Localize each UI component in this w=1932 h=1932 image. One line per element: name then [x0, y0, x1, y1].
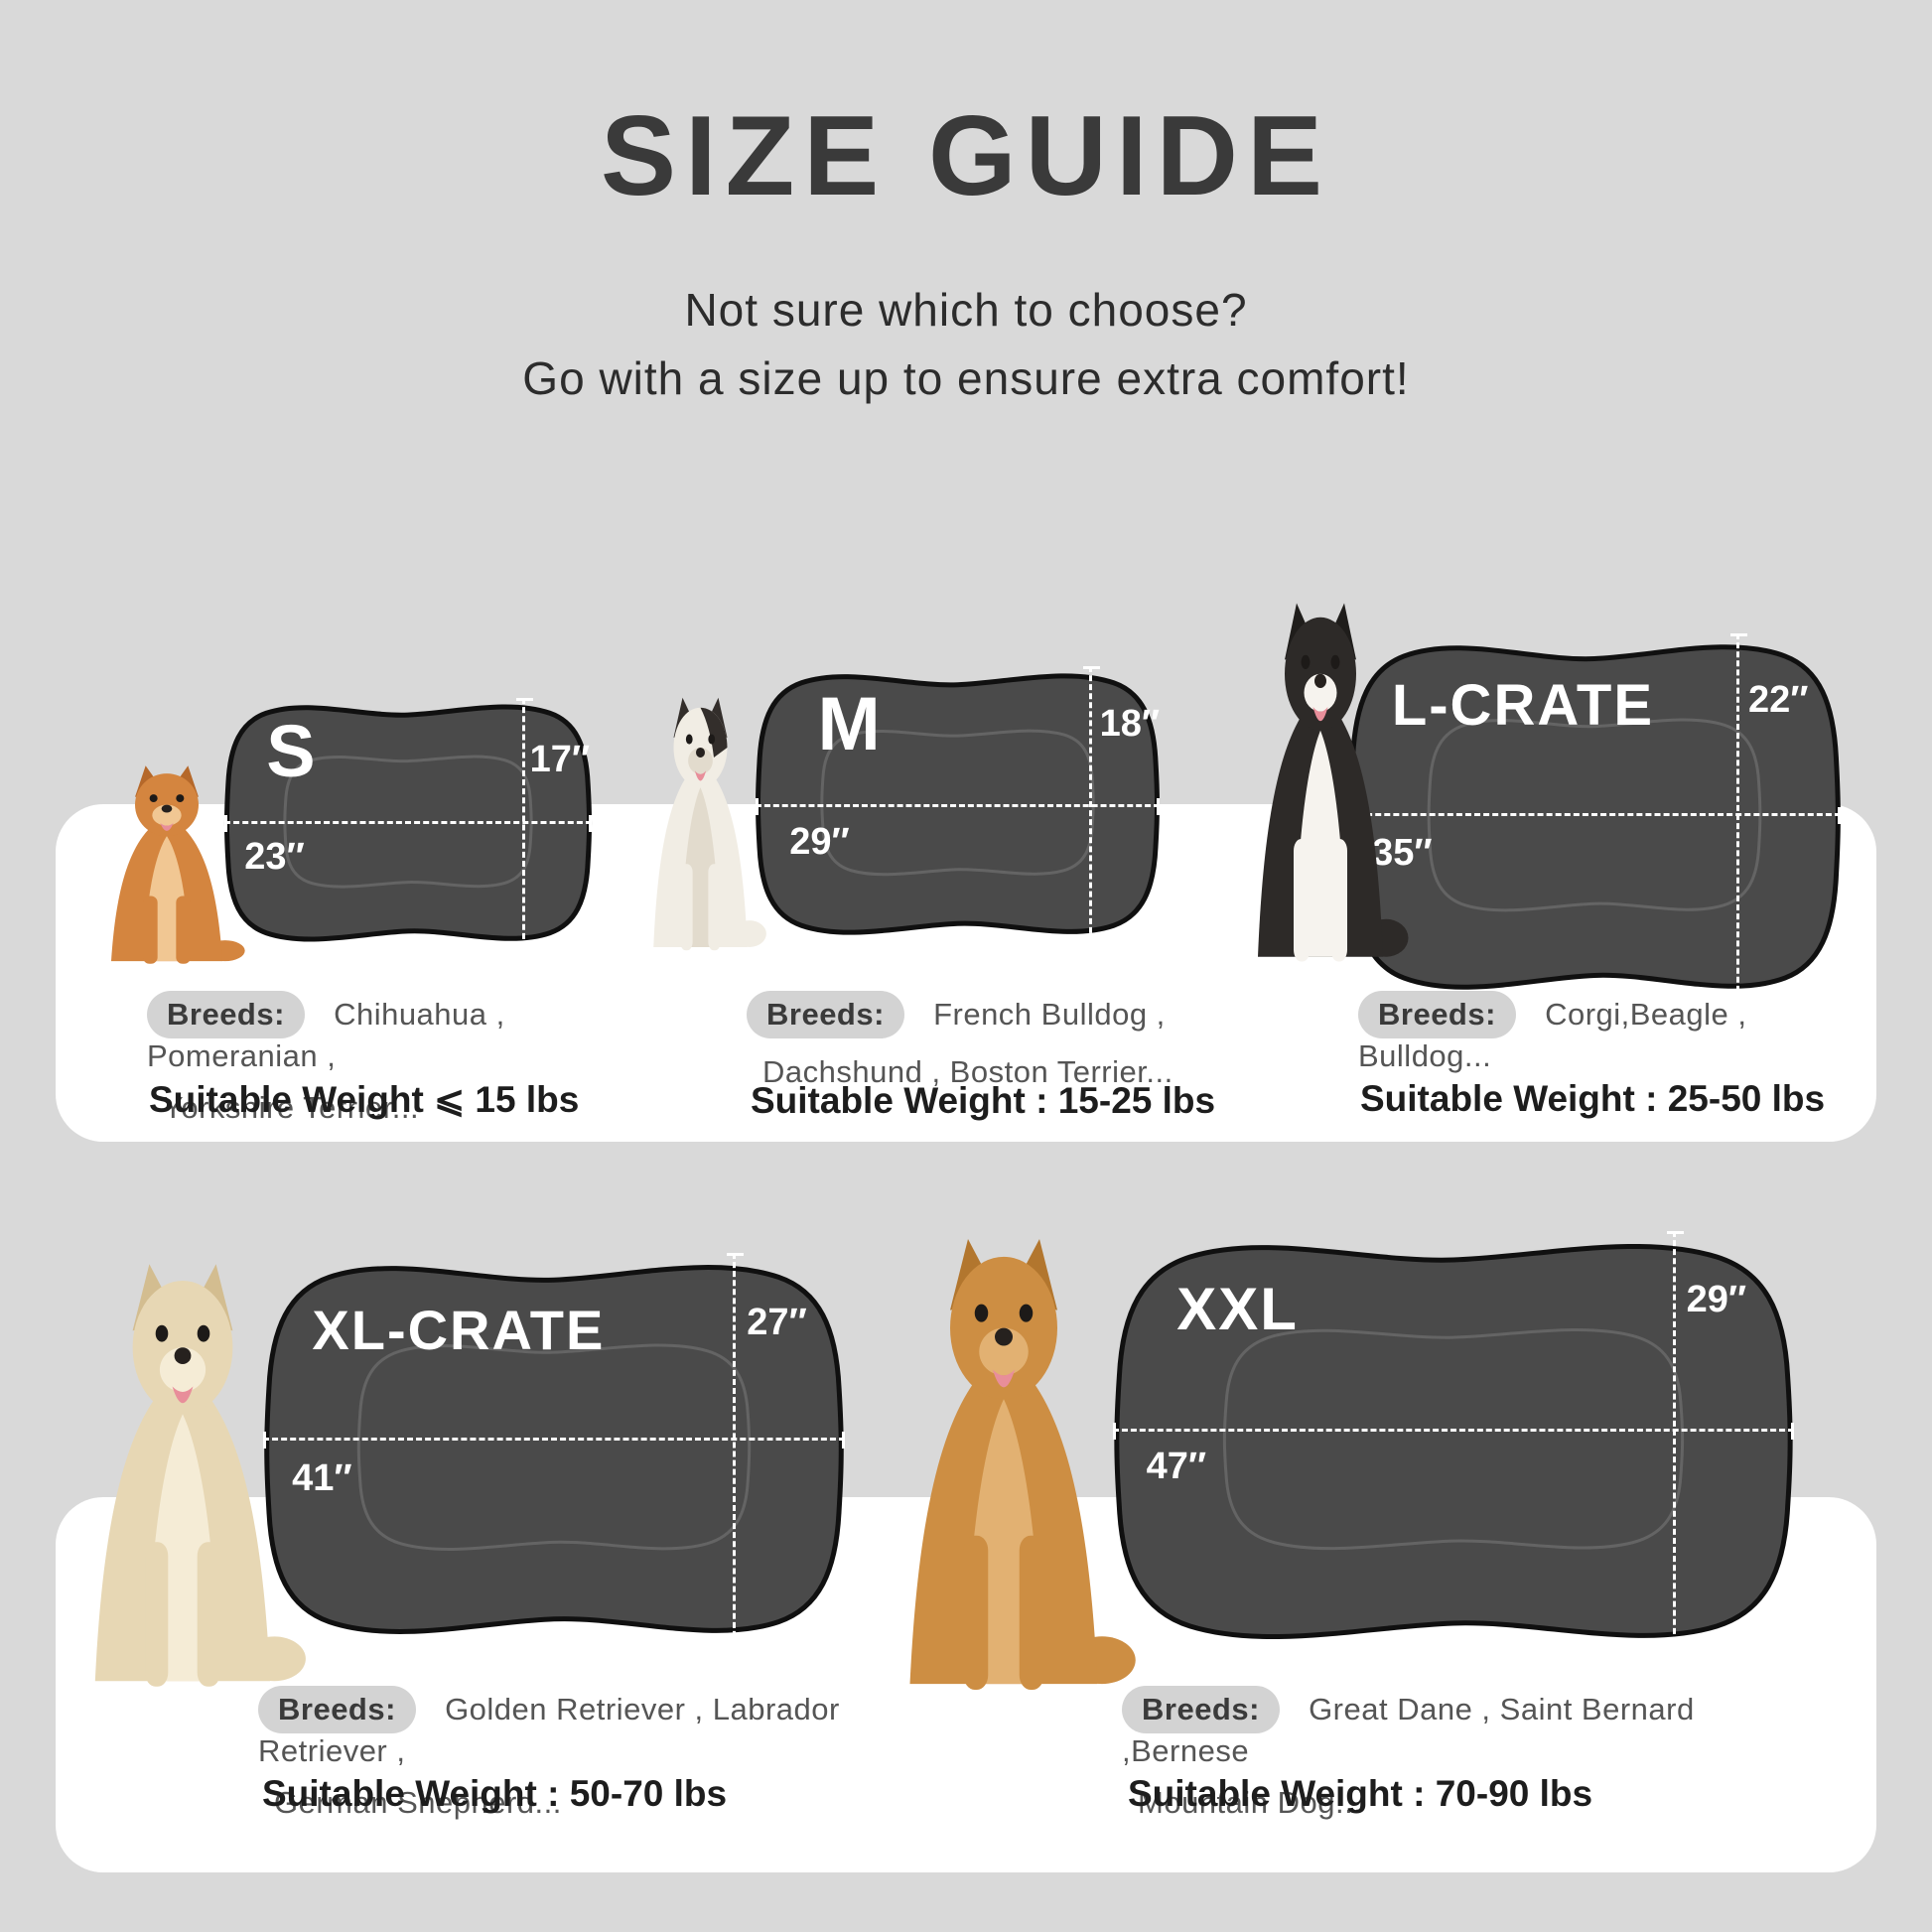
page-subtitle: Not sure which to choose? Go with a size… — [0, 276, 1932, 413]
weight-prefix: Suitable Weight : — [1128, 1773, 1426, 1814]
width-dimension-line — [263, 1432, 845, 1449]
size-label-l-crate: L-CRATE — [1391, 672, 1655, 738]
suitable-weight-xl-crate: Suitable Weight : 50-70 lbs — [262, 1773, 727, 1815]
suitable-weight-m: Suitable Weight : 15-25 lbs — [751, 1080, 1215, 1122]
breeds-info-xl-crate: Breeds: Golden Retriever , Labrador Retr… — [258, 1686, 913, 1821]
width-dimension-line — [1112, 1423, 1795, 1441]
breeds-list-line2: Dachshund , Boston Terrier... — [762, 1054, 1173, 1089]
subtitle-line-2: Go with a size up to ensure extra comfor… — [522, 352, 1410, 404]
weight-value: 25-50 lbs — [1667, 1078, 1826, 1119]
width-value-xl: 41″ — [292, 1456, 352, 1499]
height-value-l: 22″ — [1747, 678, 1809, 721]
bed-shape-xxl — [1116, 1233, 1791, 1650]
weight-prefix: Suitable Weight ⩽ — [149, 1079, 466, 1120]
height-dimension-line — [516, 697, 534, 949]
breeds-list-line1: Golden Retriever , Labrador Retriever , — [258, 1692, 840, 1768]
width-value-s: 23″ — [244, 835, 305, 878]
border-collie-photo — [1231, 594, 1410, 971]
width-dimension-line — [1347, 807, 1842, 825]
breeds-badge: Breeds: — [147, 991, 305, 1038]
page-title: SIZE GUIDE — [600, 93, 1332, 219]
bed-shape-xl — [266, 1255, 842, 1644]
breeds-info-s: Breeds: Chihuahua , Pomeranian , Yorkshi… — [147, 991, 623, 1126]
breeds-badge: Breeds: — [747, 991, 904, 1038]
bed-size-m: M 29″ 18″ — [756, 665, 1161, 943]
width-value-xxl: 47″ — [1146, 1446, 1207, 1488]
size-label-xxl: XXL — [1176, 1276, 1299, 1342]
pomeranian-photo — [87, 760, 246, 969]
breeds-info-xxl: Breeds: Great Dane , Saint Bernard ,Bern… — [1122, 1686, 1777, 1821]
height-value-s: 17″ — [529, 739, 591, 780]
breeds-info-l-crate: Breeds: Corgi,Beagle , Bulldog... — [1358, 991, 1864, 1090]
height-dimension-line — [1083, 665, 1101, 943]
bed-size-xxl: XXL 47″ 29″ — [1116, 1230, 1791, 1653]
breeds-badge: Breeds: — [1122, 1686, 1280, 1733]
width-dimension-line — [756, 798, 1160, 815]
golden-retriever-photo — [870, 1227, 1138, 1702]
breeds-list-line1: Great Dane , Saint Bernard ,Bernese — [1122, 1692, 1695, 1768]
size-label-s: S — [266, 710, 318, 792]
height-value-xxl: 29″ — [1686, 1279, 1747, 1321]
breeds-list-line2: Yorkshire Terrier... — [163, 1090, 420, 1125]
breeds-list-line2: Mountain Dog... — [1138, 1785, 1363, 1820]
height-dimension-line — [1729, 633, 1747, 1001]
breeds-list-line1: Corgi,Beagle , Bulldog... — [1358, 997, 1747, 1073]
size-label-m: M — [817, 681, 883, 766]
height-value-m: 18″ — [1099, 702, 1161, 745]
labrador-retriever-photo — [58, 1253, 308, 1698]
weight-value: 15-25 lbs — [1057, 1080, 1216, 1121]
size-label-xl-crate: XL-CRATE — [312, 1299, 606, 1362]
suitable-weight-l-crate: Suitable Weight : 25-50 lbs — [1360, 1078, 1825, 1120]
height-dimension-line — [726, 1253, 744, 1646]
breeds-list-line1: French Bulldog , — [933, 997, 1166, 1032]
height-value-xl: 27″ — [747, 1302, 807, 1344]
breeds-badge: Breeds: — [258, 1686, 416, 1733]
breeds-list-line2: German Shepherd... — [274, 1785, 562, 1820]
height-dimension-line — [1667, 1230, 1684, 1653]
weight-prefix: Suitable Weight : — [262, 1773, 560, 1814]
french-bulldog-photo — [633, 691, 767, 957]
weight-prefix: Suitable Weight : — [751, 1080, 1048, 1121]
width-value-m: 29″ — [789, 820, 850, 863]
weight-prefix: Suitable Weight : — [1360, 1078, 1658, 1119]
suitable-weight-xxl: Suitable Weight : 70-90 lbs — [1128, 1773, 1592, 1815]
weight-value: 70-90 lbs — [1435, 1773, 1593, 1814]
breeds-info-m: Breeds: French Bulldog , Dachshund , Bos… — [747, 991, 1223, 1090]
bed-size-xl-crate: XL-CRATE 41″ 27″ — [263, 1253, 845, 1646]
subtitle-line-1: Not sure which to choose? — [684, 284, 1248, 336]
suitable-weight-s: Suitable Weight ⩽ 15 lbs — [149, 1078, 579, 1121]
weight-value: 15 lbs — [475, 1079, 580, 1120]
width-dimension-line — [224, 814, 592, 832]
bed-size-s: S 23″ 17″ — [224, 697, 592, 949]
width-value-l: 35″ — [1372, 831, 1433, 874]
breeds-list-line1: Chihuahua , Pomeranian , — [147, 997, 505, 1073]
bed-size-l-crate: L-CRATE 35″ 22″ — [1347, 633, 1842, 1001]
breeds-badge: Breeds: — [1358, 991, 1516, 1038]
weight-value: 50-70 lbs — [569, 1773, 728, 1814]
